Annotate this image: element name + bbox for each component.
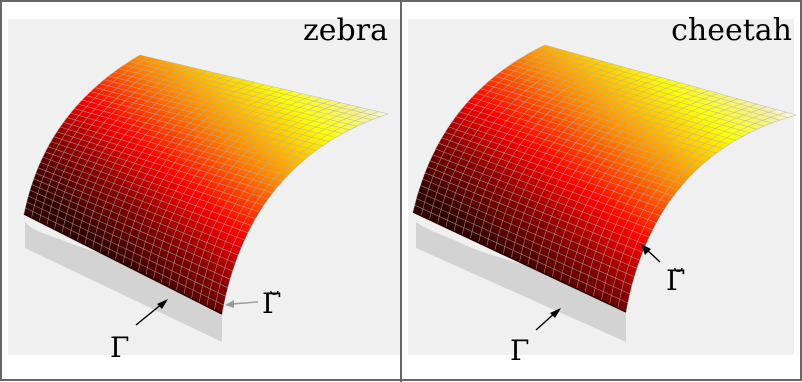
surface-edge-label: Γ̆ xyxy=(262,287,281,320)
gamma-breve-arrow xyxy=(641,244,661,263)
surface-edge-label: Γ̆ xyxy=(666,264,685,297)
panel-zebra: zebra Γ Γ̆ xyxy=(8,13,400,364)
surface-body xyxy=(24,55,388,314)
ground-shadow xyxy=(416,222,626,342)
gamma-boundary-arrow xyxy=(535,308,561,331)
ground-shadow xyxy=(25,222,222,342)
surface-front-edge xyxy=(23,213,223,315)
boundary-label: Γ xyxy=(510,334,529,367)
surface-body xyxy=(413,45,796,312)
heated-surface xyxy=(23,54,389,315)
surface-front-edge xyxy=(412,211,627,313)
surface-mesh xyxy=(412,44,797,313)
gamma-breve-arrow xyxy=(225,300,259,308)
panel-label: cheetah xyxy=(671,13,792,48)
gamma-boundary-arrow xyxy=(135,299,168,326)
heated-surface xyxy=(412,44,797,313)
panel-cheetah: cheetah Γ Γ̆ xyxy=(408,13,797,367)
boundary-label: Γ xyxy=(110,331,129,364)
panel-label: zebra xyxy=(303,13,388,48)
surface-mesh xyxy=(23,54,389,315)
